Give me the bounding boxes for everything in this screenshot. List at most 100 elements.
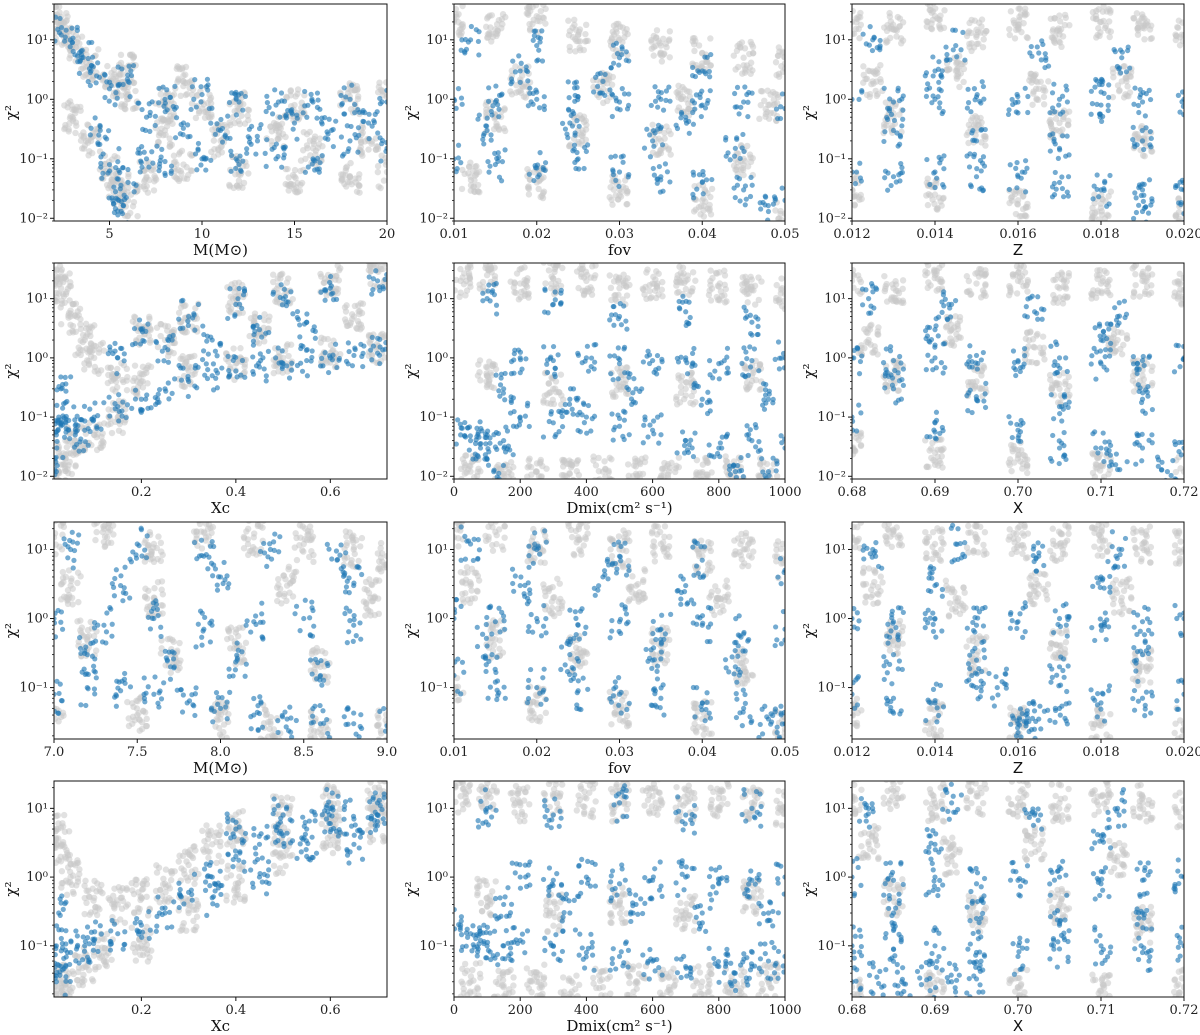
scatter-point <box>359 124 367 131</box>
scatter-point <box>349 82 355 88</box>
scatter-point <box>93 446 101 454</box>
scatter-point <box>585 142 591 148</box>
data-points <box>454 263 785 491</box>
scatter-point <box>665 127 673 134</box>
scatter-point <box>966 164 973 170</box>
scatter-point <box>576 123 582 129</box>
scatter-point <box>1052 115 1060 122</box>
scatter-point <box>557 282 565 290</box>
scatter-point <box>269 111 276 117</box>
scatter-point <box>666 464 674 471</box>
scatter-point <box>601 458 608 465</box>
scatter-point <box>112 406 118 412</box>
scatter-point <box>1094 31 1101 39</box>
scatter-point <box>138 409 144 415</box>
scatter-point <box>291 120 298 126</box>
scatter-point <box>631 478 633 479</box>
scatter-point <box>524 165 531 173</box>
scatter-point <box>666 84 672 90</box>
scatter-point <box>265 325 272 332</box>
scatter-point <box>458 95 465 101</box>
scatter-point <box>264 137 270 143</box>
scatter-point <box>77 137 85 144</box>
scatter-point <box>138 326 144 332</box>
scatter-point <box>278 90 285 96</box>
scatter-point <box>119 210 126 217</box>
scatter-point <box>541 106 547 113</box>
scatter-point <box>198 162 204 168</box>
scatter-point <box>610 482 616 488</box>
scatter-point <box>225 303 232 310</box>
scatter-point <box>971 154 977 160</box>
y-axis-label: χ² <box>2 105 20 120</box>
scatter-point <box>761 97 768 104</box>
scatter-point <box>173 104 179 110</box>
scatter-point <box>1054 27 1061 34</box>
scatter-point <box>1101 186 1107 192</box>
scatter-point <box>688 392 695 400</box>
scatter-point <box>356 171 363 178</box>
scatter-point <box>1060 109 1066 115</box>
scatter-point <box>231 284 238 292</box>
scatter-point <box>570 148 576 154</box>
scatter-point <box>1015 172 1021 178</box>
scatter-point <box>173 115 180 121</box>
scatter-point <box>778 285 785 292</box>
scatter-point <box>775 44 783 51</box>
scatter-point <box>721 267 728 274</box>
scatter-point <box>359 353 365 359</box>
scatter-point <box>707 35 714 42</box>
scatter-point <box>190 315 196 321</box>
scatter-point <box>1143 219 1149 221</box>
scatter-point <box>467 438 474 444</box>
scatter-point <box>476 29 482 35</box>
scatter-point <box>358 341 364 347</box>
scatter-point <box>700 168 706 175</box>
scatter-point <box>672 468 679 476</box>
scatter-point <box>592 74 599 80</box>
scatter-point <box>315 97 321 103</box>
scatter-point <box>246 126 252 132</box>
scatter-point <box>935 66 941 72</box>
scatter-point <box>698 113 704 120</box>
scatter-point <box>623 49 629 55</box>
scatter-point <box>925 81 931 87</box>
scatter-point <box>132 340 138 347</box>
scatter-point <box>95 413 101 419</box>
scatter-point <box>778 275 785 282</box>
x-tick-label: 0.01 <box>440 227 469 242</box>
scatter-point <box>1020 20 1027 27</box>
x-tick-label: 0.05 <box>771 227 800 242</box>
scatter-point <box>974 91 980 98</box>
scatter-point <box>608 456 615 463</box>
scatter-point <box>262 150 268 156</box>
scatter-point <box>121 358 127 364</box>
scatter-point <box>978 23 985 30</box>
scatter-point <box>1176 42 1184 49</box>
scatter-point <box>306 128 313 136</box>
scatter-point <box>54 402 60 408</box>
scatter-point <box>1040 93 1048 101</box>
scatter-point <box>329 357 335 363</box>
scatter-point <box>484 31 492 38</box>
scatter-point <box>85 152 92 159</box>
scatter-point <box>1006 186 1012 193</box>
scatter-point <box>738 104 744 110</box>
scatter-point <box>97 127 103 134</box>
scatter-point <box>191 96 197 102</box>
scatter-point <box>658 58 666 65</box>
scatter-point <box>772 59 780 66</box>
scatter-point <box>895 23 903 30</box>
scatter-point <box>116 146 122 152</box>
scatter-point <box>69 39 75 45</box>
scatter-point <box>572 132 578 138</box>
scatter-point <box>136 317 143 323</box>
scatter-point <box>1057 147 1063 153</box>
scatter-point <box>317 160 323 166</box>
scatter-point <box>634 485 640 491</box>
scatter-point <box>531 33 537 39</box>
x-tick-label: 0.04 <box>688 227 717 242</box>
scatter-point <box>512 63 519 70</box>
scatter-point <box>230 357 236 363</box>
